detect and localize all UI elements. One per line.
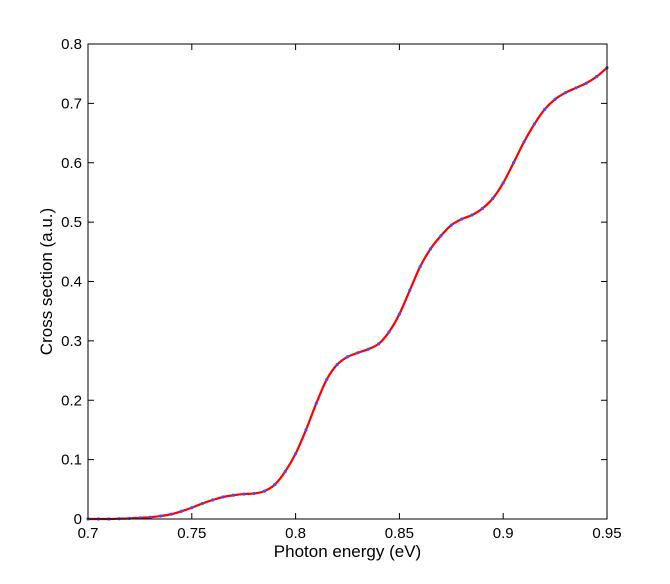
data-point xyxy=(242,492,246,496)
data-point xyxy=(387,330,391,334)
data-point xyxy=(221,495,225,499)
data-point xyxy=(345,355,350,359)
data-point xyxy=(418,265,422,269)
data-point xyxy=(584,81,588,85)
y-tick-label: 0.3 xyxy=(61,333,82,350)
data-point xyxy=(366,347,370,351)
data-point xyxy=(532,122,536,126)
data-point xyxy=(294,452,298,456)
data-point xyxy=(553,97,557,101)
data-point xyxy=(200,501,204,506)
y-tick-label: 0.1 xyxy=(61,452,82,469)
x-tick-label: 0.7 xyxy=(78,525,99,542)
data-point xyxy=(428,247,433,251)
data-point xyxy=(304,428,308,432)
data-point xyxy=(231,493,235,497)
data-point xyxy=(377,342,381,346)
x-tick-label: 0.9 xyxy=(493,525,514,542)
data-point xyxy=(210,498,215,502)
data-point xyxy=(314,401,318,405)
y-tick-label: 0 xyxy=(74,511,82,528)
data-point xyxy=(408,288,412,293)
data-point xyxy=(543,107,547,111)
data-point xyxy=(159,514,163,518)
y-axis-label: Cross section (a.u.) xyxy=(37,208,56,355)
data-point xyxy=(501,181,505,185)
data-point xyxy=(335,363,339,367)
y-tick-label: 0.5 xyxy=(61,214,82,231)
data-point xyxy=(563,91,568,95)
series-layer xyxy=(86,66,609,521)
data-point xyxy=(325,377,329,382)
data-point xyxy=(522,140,526,144)
data-point xyxy=(148,515,152,519)
data-point xyxy=(491,196,495,200)
data-point xyxy=(574,86,578,90)
data-point xyxy=(397,312,401,316)
data-point xyxy=(480,206,485,211)
y-tick-label: 0.7 xyxy=(61,95,82,112)
x-tick-label: 0.85 xyxy=(385,525,414,542)
data-point xyxy=(511,161,516,165)
data-point xyxy=(179,509,184,513)
y-tick-label: 0.6 xyxy=(61,155,82,172)
x-tick-label: 0.95 xyxy=(592,525,621,542)
x-tick-label: 0.75 xyxy=(177,525,206,542)
data-point xyxy=(470,213,474,217)
x-axis-label: Photon energy (eV) xyxy=(274,542,421,561)
data-point xyxy=(460,217,464,221)
data-point xyxy=(595,75,599,79)
data-point xyxy=(356,351,360,355)
data-point xyxy=(273,482,277,487)
axes-box xyxy=(87,43,608,520)
data-point xyxy=(283,469,287,474)
data-point xyxy=(169,512,173,516)
y-tick-label: 0.2 xyxy=(61,392,82,409)
y-tick-label: 0.8 xyxy=(61,36,82,53)
data-point xyxy=(262,489,267,493)
x-tick-label: 0.8 xyxy=(285,525,306,542)
data-point xyxy=(127,516,132,521)
y-tick-label: 0.4 xyxy=(61,274,82,291)
data-point xyxy=(449,223,453,227)
data-point xyxy=(190,506,194,510)
data-point xyxy=(252,491,256,496)
data-point xyxy=(439,234,443,238)
